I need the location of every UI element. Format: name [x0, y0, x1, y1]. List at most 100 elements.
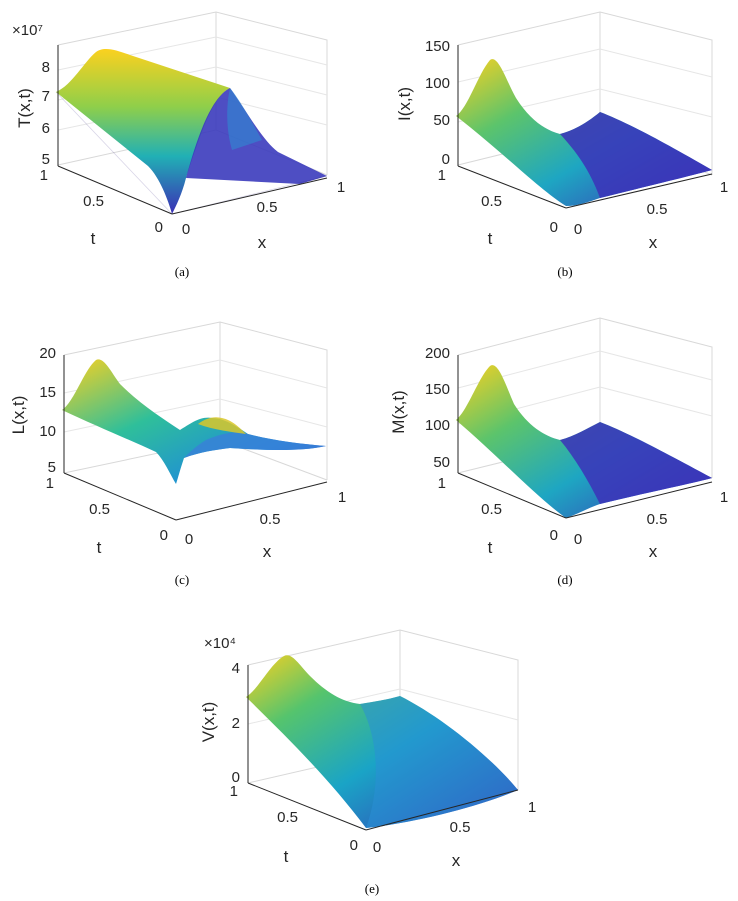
gridline — [399, 688, 519, 721]
x-axis-label: x — [649, 542, 658, 561]
surface-e-right — [360, 696, 518, 828]
x-tick: 0.5 — [647, 511, 668, 528]
x-tick: 0 — [182, 221, 190, 238]
gridline — [599, 350, 713, 381]
panel-caption: (a) — [175, 264, 189, 279]
surface-c-right — [184, 432, 326, 458]
z-tick: 6 — [42, 120, 50, 137]
x-tick: 1 — [338, 489, 346, 506]
panel-d: 50 100 150 200 M(x,t) 1 0.5 0 t 0 0.5 1 … — [389, 317, 728, 587]
axis-box — [457, 11, 713, 175]
z-tick: 50 — [433, 112, 450, 129]
z-tick: 4 — [232, 660, 240, 677]
z-axis-label: M(x,t) — [389, 390, 408, 433]
x-axis-label: x — [649, 233, 658, 252]
gridline — [215, 66, 328, 96]
t-axis-label: t — [91, 229, 96, 248]
z-axis-label: T(x,t) — [15, 88, 34, 128]
z-axis-label: L(x,t) — [9, 396, 28, 435]
t-axis-line — [457, 165, 567, 209]
z-tick: 150 — [425, 381, 450, 398]
axis-box — [247, 629, 519, 790]
gridline — [599, 48, 713, 78]
t-tick: 0 — [155, 219, 163, 236]
axis-box — [57, 11, 328, 175]
panel-caption: (c) — [175, 572, 189, 587]
panel-e: 0 2 4 ×10⁴ V(x,t) 1 0.5 0 t 0 0.5 1 x (e… — [199, 629, 536, 896]
t-tick: 0.5 — [481, 501, 502, 518]
gridline — [457, 48, 601, 83]
x-tick: 0.5 — [647, 201, 668, 218]
z-tick: 7 — [42, 88, 50, 105]
panel-c: 5 10 15 20 L(x,t) 1 0.5 0 t 0 0.5 1 x (c… — [9, 321, 346, 587]
t-axis-label: t — [97, 538, 102, 557]
x-axis-label: x — [263, 542, 272, 561]
x-tick: 0 — [373, 839, 381, 856]
z-tick: 15 — [39, 384, 56, 401]
x-tick: 0.5 — [257, 199, 278, 216]
t-axis-label: t — [284, 847, 289, 866]
t-axis-line — [457, 472, 567, 519]
t-tick: 0.5 — [89, 501, 110, 518]
gridline — [215, 36, 328, 66]
surface-c — [62, 359, 326, 484]
x-axis-label: x — [258, 233, 267, 252]
x-tick: 1 — [720, 179, 728, 196]
x-tick: 1 — [720, 489, 728, 506]
axis-box — [63, 321, 328, 480]
t-tick: 0.5 — [83, 193, 104, 210]
x-tick: 0 — [574, 221, 582, 238]
gridline — [219, 359, 328, 389]
gridline — [599, 386, 713, 417]
x-tick: 0 — [574, 531, 582, 548]
t-axis-label: t — [488, 229, 493, 248]
axis-box — [457, 317, 713, 478]
panel-caption: (e) — [365, 881, 379, 896]
x-axis-line — [565, 173, 713, 209]
surface-c-bump — [198, 417, 246, 434]
t-axis-line — [63, 472, 177, 521]
panel-caption: (b) — [557, 264, 572, 279]
t-tick: 1 — [438, 167, 446, 184]
x-axis-line — [175, 481, 328, 521]
gridline — [599, 88, 713, 118]
z-tick: 100 — [425, 417, 450, 434]
t-tick: 1 — [46, 475, 54, 492]
surface-d-dark — [560, 422, 712, 504]
t-tick: 0 — [350, 837, 358, 854]
t-tick: 0.5 — [277, 809, 298, 826]
t-tick: 0 — [550, 527, 558, 544]
t-tick: 0.5 — [481, 193, 502, 210]
z-tick: 50 — [433, 454, 450, 471]
z-tick: 0 — [442, 151, 450, 168]
z-tick: 100 — [425, 75, 450, 92]
z-tick: 2 — [232, 715, 240, 732]
t-tick: 1 — [40, 167, 48, 184]
surface-b-dark — [560, 112, 712, 198]
x-tick: 0 — [185, 531, 193, 548]
t-tick: 1 — [438, 475, 446, 492]
surface-a — [56, 48, 230, 214]
panel-a: 5 6 7 8 ×10⁷ T(x,t) 1 0.5 0 t 0 0.5 1 x … — [12, 11, 345, 279]
z-tick: 5 — [48, 459, 56, 476]
z-tick: 150 — [425, 38, 450, 55]
z-tick: 20 — [39, 345, 56, 362]
panel-b: 0 50 100 150 I(x,t) 1 0.5 0 t 0 0.5 1 x … — [395, 11, 728, 279]
x-tick: 1 — [337, 179, 345, 196]
t-tick: 1 — [230, 783, 238, 800]
t-tick: 0 — [550, 219, 558, 236]
z-axis-label: I(x,t) — [395, 87, 414, 121]
z-tick: 10 — [39, 423, 56, 440]
x-tick: 0.5 — [260, 511, 281, 528]
z-tick: 0 — [232, 769, 240, 786]
gridline — [57, 36, 217, 71]
surface-a-right-hi — [227, 88, 262, 150]
t-axis-line — [57, 165, 173, 215]
t-axis-label: t — [488, 538, 493, 557]
x-axis-line — [565, 481, 713, 519]
t-tick: 0 — [160, 527, 168, 544]
x-tick: 1 — [528, 799, 536, 816]
z-exponent: ×10⁴ — [204, 635, 236, 652]
x-axis-line — [365, 789, 519, 831]
